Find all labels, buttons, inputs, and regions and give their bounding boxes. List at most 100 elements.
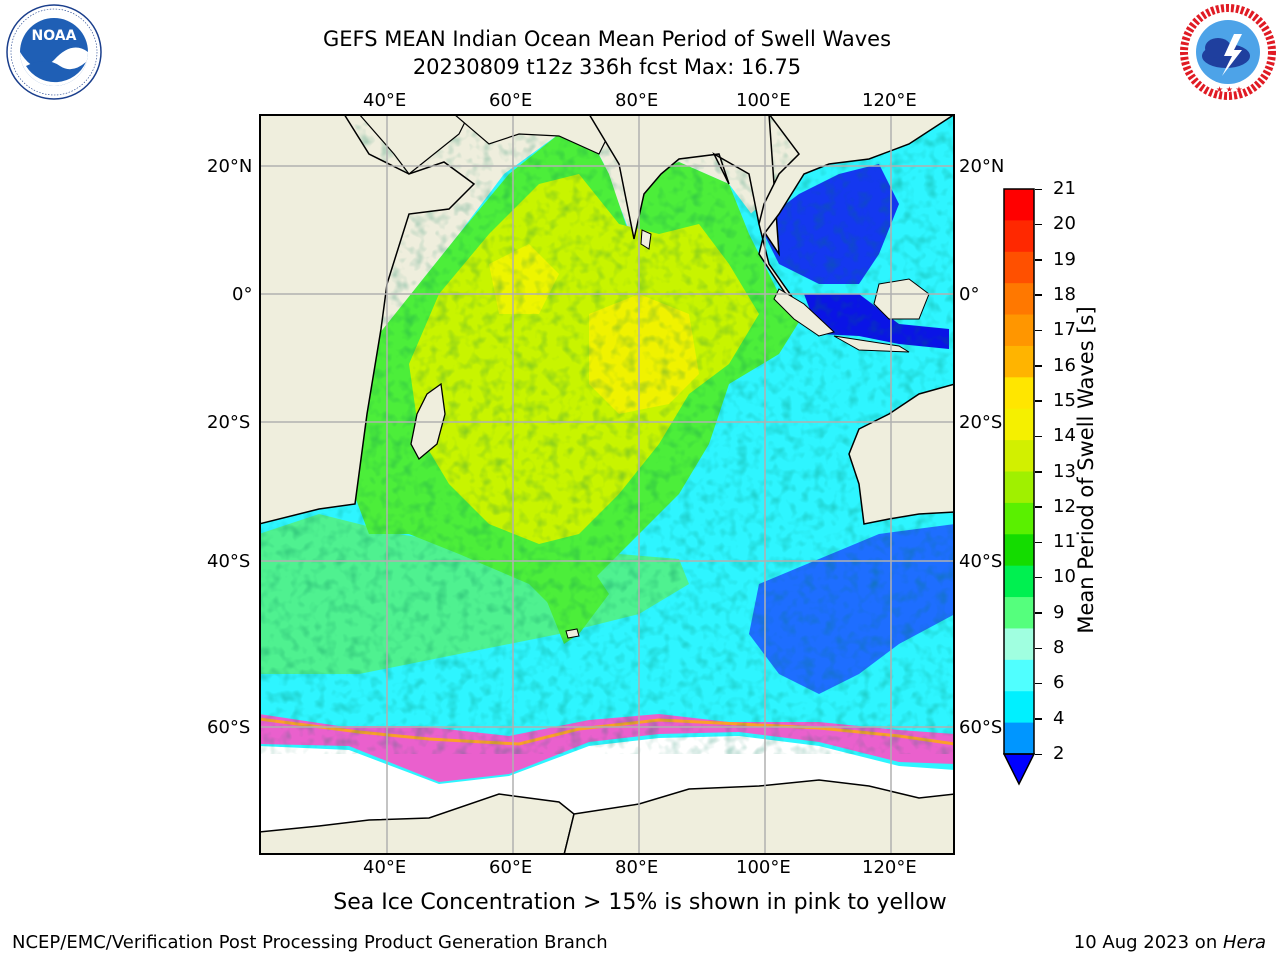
colorbar-tick-mark bbox=[1035, 647, 1042, 650]
land-india bbox=[588, 114, 780, 257]
lat-tick-right-20s: 20°S bbox=[959, 412, 1003, 433]
colorbar-segment bbox=[1004, 440, 1034, 472]
colorbar-segment bbox=[1004, 471, 1034, 504]
lon-tick-top-120e: 120°E bbox=[862, 90, 917, 111]
lat-tick-right-0: 0° bbox=[959, 284, 980, 305]
colorbar-segment bbox=[1004, 283, 1034, 316]
colorbar-tick-label: 21 bbox=[1053, 178, 1076, 199]
colorbar-segment bbox=[1004, 502, 1034, 535]
lat-tick-left-20n: 20°N bbox=[207, 156, 253, 177]
colorbar-label: Mean Period of Swell Waves [s] bbox=[1074, 306, 1098, 634]
lat-tick-left-40s: 40°S bbox=[207, 551, 251, 572]
lat-tick-left-0: 0° bbox=[232, 284, 253, 305]
colorbar-svg bbox=[1002, 188, 1036, 786]
colorbar-tick-label: 11 bbox=[1053, 531, 1076, 553]
colorbar-tick-mark bbox=[1035, 506, 1042, 508]
colorbar-tick-mark bbox=[1035, 365, 1042, 367]
colorbar-segment bbox=[1004, 251, 1034, 284]
colorbar-tick-mark bbox=[1035, 753, 1042, 755]
colorbar-segment bbox=[1004, 220, 1034, 253]
colorbar-tick-label: 20 bbox=[1053, 213, 1076, 235]
colorbar-tick-mark bbox=[1035, 718, 1042, 720]
map-panel bbox=[259, 114, 955, 855]
colorbar-segment bbox=[1004, 722, 1034, 755]
lon-tick-bottom-60e: 60°E bbox=[489, 857, 533, 878]
colorbar-tick-mark bbox=[1035, 400, 1042, 402]
colorbar-tick-label: 4 bbox=[1053, 707, 1065, 729]
colorbar-tick-label: 15 bbox=[1053, 389, 1076, 411]
colorbar-tick-mark bbox=[1035, 223, 1042, 226]
colorbar-tick-label: 8 bbox=[1053, 637, 1065, 659]
colorbar-segment bbox=[1004, 628, 1034, 661]
map-frame bbox=[259, 114, 955, 855]
colorbar bbox=[1002, 188, 1036, 788]
colorbar-segment bbox=[1004, 189, 1034, 221]
colorbar-tick-label: 19 bbox=[1053, 248, 1076, 270]
lon-tick-bottom-100e: 100°E bbox=[736, 857, 791, 878]
land-sumatra bbox=[773, 288, 836, 337]
colorbar-tick-mark bbox=[1035, 612, 1042, 614]
footer-right: 10 Aug 2023 on Hera bbox=[1074, 932, 1266, 953]
land-antarctica-east bbox=[563, 779, 955, 855]
colorbar-tick-label: 10 bbox=[1053, 566, 1076, 588]
colorbar-tick-mark bbox=[1035, 294, 1042, 296]
graticule bbox=[259, 114, 955, 855]
colorbar-tick-label: 14 bbox=[1053, 425, 1076, 447]
colorbar-tick-mark bbox=[1035, 682, 1042, 685]
chart-title: GEFS MEAN Indian Ocean Mean Period of Sw… bbox=[322, 27, 892, 51]
colorbar-segment bbox=[1004, 377, 1034, 410]
colorbar-tick-label: 17 bbox=[1053, 319, 1076, 341]
colorbar-frame bbox=[1003, 188, 1035, 755]
colorbar-tick-label: 16 bbox=[1053, 354, 1076, 376]
footer-date: 10 Aug 2023 on bbox=[1073, 932, 1223, 953]
colorbar-tick-label: 9 bbox=[1053, 601, 1065, 623]
colorbar-segment bbox=[1004, 534, 1034, 567]
colorbar-segment bbox=[1004, 597, 1034, 629]
land-antarctica-west bbox=[259, 793, 575, 855]
colorbar-tick-label: 2 bbox=[1053, 743, 1065, 764]
colorbar-tick-mark bbox=[1035, 435, 1042, 438]
svg-text:NOAA: NOAA bbox=[32, 28, 77, 44]
sea-ice-note: Sea Ice Concentration > 15% is shown in … bbox=[333, 890, 947, 915]
colorbar-tick-mark bbox=[1035, 188, 1042, 190]
land-arabia-north bbox=[453, 114, 620, 155]
noaa-logo: NOAA bbox=[6, 4, 102, 100]
colorbar-segment bbox=[1004, 659, 1034, 692]
lon-tick-bottom-80e: 80°E bbox=[615, 857, 659, 878]
colorbar-segment bbox=[1004, 345, 1034, 378]
colorbar-segment bbox=[1004, 691, 1034, 724]
lon-tick-bottom-40e: 40°E bbox=[363, 857, 407, 878]
colorbar-segment bbox=[1004, 408, 1034, 441]
colorbar-tick-mark bbox=[1035, 259, 1042, 261]
colorbar-tick-mark bbox=[1035, 329, 1042, 332]
lat-tick-right-20n: 20°N bbox=[959, 156, 1005, 177]
chart-subtitle: 20230809 t12z 336h fcst Max: 16.75 bbox=[412, 55, 802, 79]
land-kerguelen bbox=[565, 628, 580, 639]
land-borneo bbox=[873, 278, 930, 320]
colorbar-tick-mark bbox=[1035, 541, 1042, 544]
footer-left: NCEP/EMC/Verification Post Processing Pr… bbox=[12, 932, 608, 953]
colorbar-tick-label: 13 bbox=[1053, 460, 1076, 482]
colorbar-tick-label: 12 bbox=[1053, 495, 1076, 517]
colorbar-extend-triangle bbox=[1002, 753, 1036, 786]
land-australia bbox=[848, 383, 955, 525]
lat-tick-left-60s: 60°S bbox=[207, 717, 251, 738]
lon-tick-top-60e: 60°E bbox=[489, 90, 533, 111]
colorbar-tick-mark bbox=[1035, 576, 1042, 579]
footer-machine: Hera bbox=[1222, 932, 1266, 953]
colorbar-segment bbox=[1004, 314, 1034, 347]
svg-text:★ ★ ★: ★ ★ ★ bbox=[1216, 85, 1243, 94]
lon-tick-top-80e: 80°E bbox=[615, 90, 659, 111]
map-svg bbox=[259, 114, 955, 855]
colorbar-segment bbox=[1004, 565, 1034, 598]
land-southeast-asia bbox=[758, 114, 955, 337]
land-sri-lanka bbox=[640, 229, 652, 250]
lon-tick-top-40e: 40°E bbox=[363, 90, 407, 111]
lon-tick-top-100e: 100°E bbox=[736, 90, 791, 111]
lat-tick-right-60s: 60°S bbox=[959, 717, 1003, 738]
colorbar-tick-label: 6 bbox=[1053, 672, 1065, 694]
colorbar-tick-label: 18 bbox=[1053, 283, 1076, 305]
lon-tick-bottom-120e: 120°E bbox=[862, 857, 917, 878]
nws-logo: ★ ★ ★ bbox=[1180, 4, 1276, 100]
lat-tick-left-20s: 20°S bbox=[207, 412, 251, 433]
